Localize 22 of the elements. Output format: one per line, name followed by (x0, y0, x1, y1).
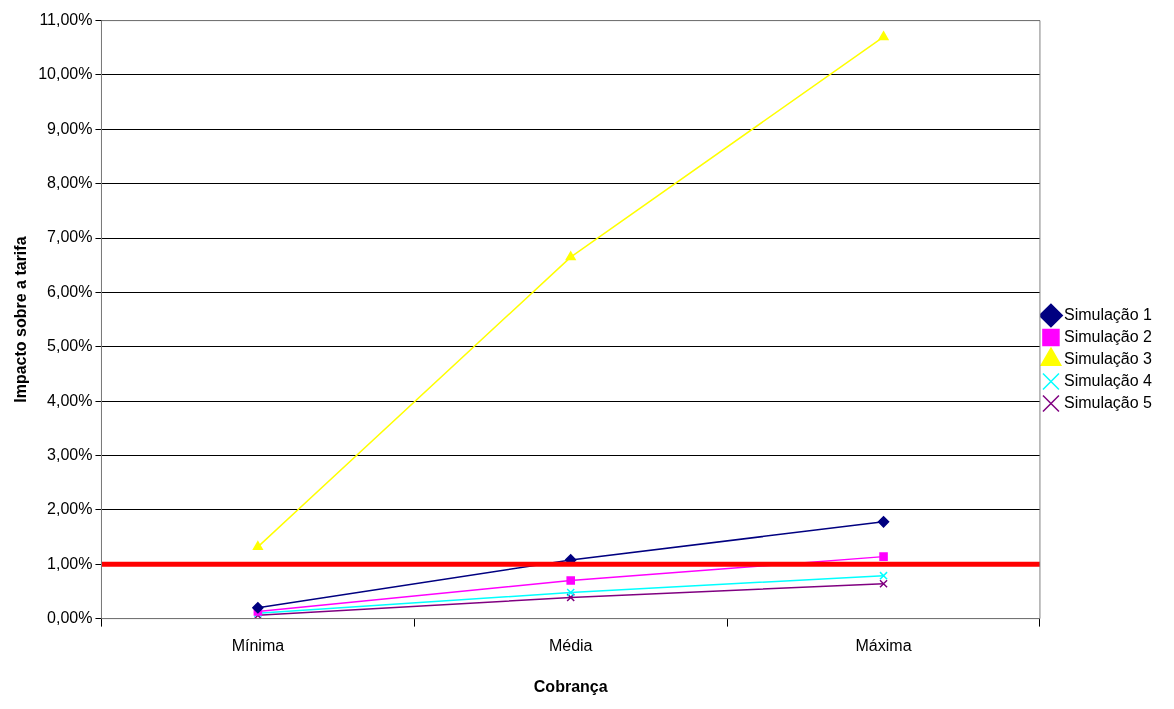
x-tick-label: Mínima (231, 636, 285, 654)
y-tick-label: 11,00% (39, 11, 93, 29)
y-tick-label: 7,00% (47, 228, 93, 246)
y-tick-label: 0,00% (47, 609, 93, 627)
legend-label: Simulação 3 (1063, 349, 1153, 367)
y-tick-label: 10,00% (38, 65, 93, 83)
legend-label: Simulação 1 (1063, 305, 1153, 323)
y-tick-label: 2,00% (47, 500, 93, 518)
legend-label: Simulação 4 (1063, 371, 1153, 389)
x-axis-title: Cobrança (533, 677, 608, 695)
legend-label: Simulação 5 (1063, 393, 1153, 411)
y-tick-label: 5,00% (47, 337, 93, 355)
y-axis-title: Impacto sobre a tarifa (12, 236, 30, 403)
y-tick-label: 3,00% (47, 445, 93, 463)
y-tick-label: 1,00% (47, 554, 93, 572)
y-tick-label: 6,00% (47, 282, 93, 300)
x-tick-label: Máxima (855, 636, 912, 654)
x-tick-label: Média (548, 636, 593, 654)
y-tick-label: 9,00% (47, 119, 93, 137)
y-tick-label: 4,00% (47, 391, 93, 409)
y-tick-label: 8,00% (47, 174, 93, 192)
legend-label: Simulação 2 (1063, 327, 1153, 345)
